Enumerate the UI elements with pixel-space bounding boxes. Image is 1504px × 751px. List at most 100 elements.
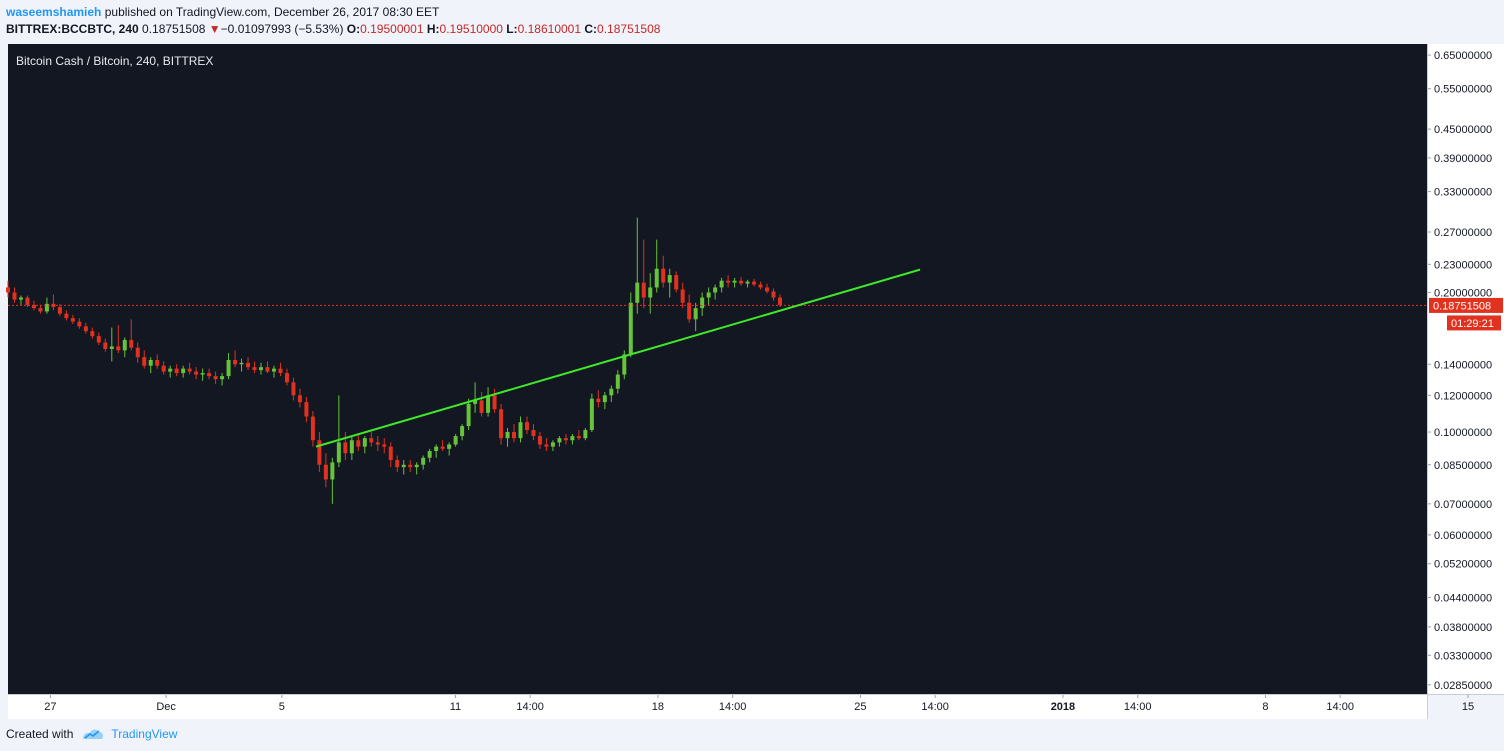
published-text: published on TradingView.com, December 2… — [101, 5, 440, 19]
down-arrow-icon: ▼ — [208, 22, 221, 36]
candle-body — [122, 339, 127, 351]
candle-body — [706, 292, 711, 298]
candle-body — [252, 367, 257, 371]
candle-body — [246, 362, 251, 368]
tradingview-link[interactable]: TradingView — [111, 727, 178, 741]
high-label: H: — [426, 22, 440, 36]
created-with-text: Created with — [6, 727, 74, 741]
candle-body — [109, 346, 114, 350]
price-tick-label: 0.03800000 — [1434, 622, 1492, 634]
candle-body — [194, 371, 199, 375]
candle-body — [90, 331, 95, 337]
time-tick-label: 14:00 — [516, 701, 544, 713]
time-tick-label: 15 — [1462, 701, 1474, 713]
candle-body — [778, 297, 782, 305]
last-price-value: 0.18751508 — [142, 22, 206, 36]
candle-body — [297, 395, 302, 403]
candle-body — [259, 367, 264, 371]
price-tick-label: 0.08500000 — [1434, 460, 1492, 472]
candle-body — [168, 368, 173, 372]
candle-body — [524, 422, 529, 431]
candle-body — [304, 402, 309, 417]
candle-body — [602, 395, 607, 403]
plot-area[interactable] — [8, 44, 1427, 694]
candle-body — [161, 365, 166, 372]
candle-body — [726, 280, 731, 283]
candle-body — [440, 446, 445, 449]
candle-body — [200, 373, 205, 375]
time-tick-label: 14:00 — [1326, 701, 1354, 713]
price-tick-label: 0.33000000 — [1434, 187, 1492, 199]
time-tick-label: 11 — [450, 701, 461, 713]
candle-body — [447, 444, 452, 449]
price-tick-label: 0.27000000 — [1434, 227, 1492, 239]
candle-body — [12, 292, 17, 300]
candle-body — [323, 464, 328, 480]
price-tick-label: 0.02850000 — [1434, 680, 1492, 692]
candle-body — [336, 442, 341, 463]
price-tick-label: 0.10000000 — [1434, 427, 1492, 439]
price-tick-label: 0.45000000 — [1434, 124, 1492, 136]
candle-body — [408, 464, 413, 468]
candle-body — [103, 342, 108, 350]
candle-body — [421, 457, 426, 465]
footer: Created with TradingView — [6, 724, 177, 744]
candle-body — [187, 368, 192, 372]
author-link[interactable]: waseemshamieh — [6, 5, 102, 19]
ohlc-row: BITTREX:BCCBTC, 240 0.18751508 ▼−0.01097… — [6, 21, 660, 37]
price-tick-label: 0.20000000 — [1434, 287, 1492, 299]
publish-info: waseemshamieh published on TradingView.c… — [6, 3, 660, 21]
candle-body — [284, 373, 289, 383]
candle-body — [174, 368, 179, 374]
candle-body — [291, 382, 296, 396]
candle-body — [700, 297, 705, 309]
candle-body — [589, 398, 594, 431]
time-axis[interactable] — [8, 695, 1427, 719]
candle-body — [635, 282, 640, 303]
candle-body — [550, 442, 555, 447]
candle-body — [531, 430, 536, 437]
time-tick-label: 14:00 — [719, 701, 747, 713]
candle-body — [499, 409, 504, 439]
candle-body — [142, 357, 147, 366]
price-tick-label: 0.12000000 — [1434, 390, 1492, 402]
time-tick-label: Dec — [156, 701, 176, 713]
candle-body — [44, 303, 49, 312]
candle-body — [343, 442, 348, 454]
open-value: 0.19500001 — [360, 22, 424, 36]
time-tick-label: 5 — [279, 701, 285, 713]
candle-body — [64, 313, 69, 319]
close-label: C: — [584, 22, 598, 36]
chart-title: Bitcoin Cash / Bitcoin, 240, BITTREX — [16, 54, 213, 68]
candle-body — [38, 308, 43, 312]
candle-body — [628, 302, 633, 355]
candle-body — [83, 326, 88, 332]
candle-body — [641, 282, 646, 298]
candle-body — [6, 287, 10, 293]
price-tick-label: 0.03300000 — [1434, 650, 1492, 662]
candle-body — [518, 422, 523, 439]
candle-body — [713, 287, 718, 293]
candle-body — [310, 416, 315, 441]
candle-body — [492, 395, 497, 410]
price-tick-label: 0.14000000 — [1434, 359, 1492, 371]
candle-body — [466, 403, 471, 427]
candle-body — [680, 289, 685, 303]
last-price-badge-text: 0.18751508 — [1433, 300, 1491, 312]
price-axis[interactable] — [1428, 44, 1504, 694]
low-label: L: — [506, 22, 518, 36]
candle-body — [654, 268, 659, 288]
trendline[interactable] — [315, 268, 921, 448]
candle-body — [765, 287, 770, 292]
tradingview-logo-icon — [83, 729, 104, 739]
countdown-badge — [1447, 315, 1501, 331]
candle-body — [414, 464, 419, 468]
price-tick-labels: 0.65000000 0.55000000 0.45000000 0.39000000… — [1428, 50, 1492, 692]
candle-body — [570, 436, 575, 441]
candle-body — [479, 400, 484, 413]
price-tick-label: 0.07000000 — [1434, 499, 1492, 511]
change-value: −0.01097993 (−5.53%) — [220, 22, 344, 36]
candle-body — [265, 367, 270, 372]
candle-body — [77, 321, 82, 327]
